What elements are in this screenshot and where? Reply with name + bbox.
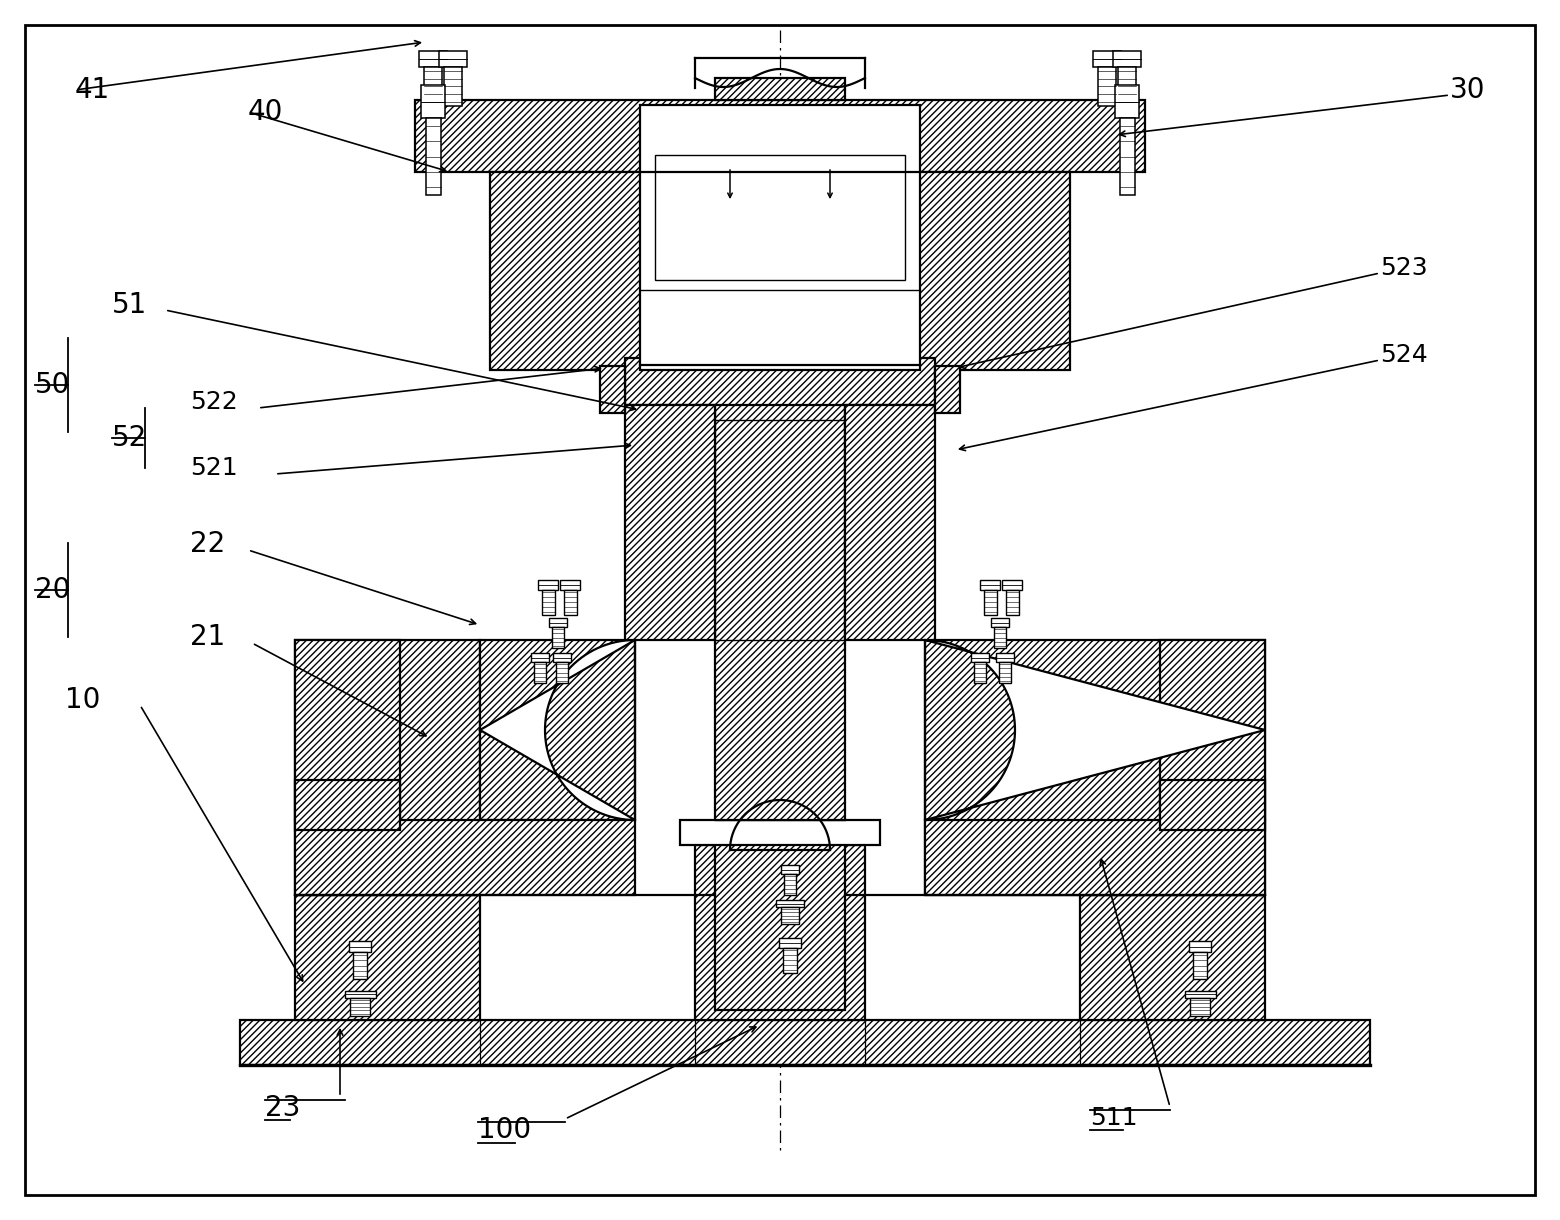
Bar <box>998 662 1011 683</box>
Bar <box>1120 118 1134 195</box>
Bar <box>438 50 466 67</box>
Bar <box>541 590 554 615</box>
Bar <box>530 653 549 662</box>
Polygon shape <box>480 640 635 820</box>
Bar <box>1002 580 1022 590</box>
Bar <box>1184 991 1215 998</box>
Bar <box>775 900 803 908</box>
Bar <box>295 780 399 830</box>
Bar <box>925 820 1265 895</box>
Bar <box>785 874 796 895</box>
Bar <box>420 50 448 67</box>
Text: 23: 23 <box>265 1094 301 1122</box>
Bar <box>626 357 934 405</box>
Text: 21: 21 <box>190 623 225 651</box>
Text: 20: 20 <box>34 576 70 604</box>
Text: 30: 30 <box>1449 76 1485 104</box>
Bar <box>1115 85 1139 118</box>
Bar <box>240 1020 1370 1065</box>
Bar <box>445 67 462 105</box>
Bar <box>424 67 441 105</box>
Bar <box>680 820 880 845</box>
Bar <box>549 619 568 627</box>
Text: 521: 521 <box>190 456 237 479</box>
Bar <box>640 105 920 370</box>
Bar <box>534 662 546 683</box>
Bar <box>655 155 905 281</box>
Bar <box>426 118 440 195</box>
Bar <box>295 640 399 820</box>
Bar <box>783 948 797 972</box>
Text: 524: 524 <box>1381 343 1427 367</box>
Bar <box>995 653 1014 662</box>
Bar <box>552 627 565 648</box>
Bar <box>782 908 799 924</box>
Bar <box>1094 50 1122 67</box>
Bar <box>626 405 714 640</box>
Bar <box>555 662 568 683</box>
Bar <box>1193 953 1207 978</box>
Bar <box>345 991 376 998</box>
Bar <box>925 640 1265 895</box>
Text: 41: 41 <box>75 76 111 104</box>
Text: 10: 10 <box>66 686 100 714</box>
Bar <box>601 366 626 414</box>
Bar <box>1006 590 1019 615</box>
Bar <box>1080 895 1265 1020</box>
Bar <box>295 640 480 895</box>
Text: 52: 52 <box>112 425 147 451</box>
Bar <box>934 366 959 414</box>
Bar <box>1119 67 1136 105</box>
Bar <box>714 390 846 1010</box>
Text: 50: 50 <box>34 371 70 399</box>
Bar <box>714 78 846 100</box>
Bar <box>421 85 445 118</box>
Bar <box>1161 780 1265 830</box>
Bar <box>980 580 1000 590</box>
Bar <box>415 100 1145 172</box>
Bar <box>349 998 370 1015</box>
Bar <box>994 627 1006 648</box>
Bar <box>696 845 864 1020</box>
Bar <box>983 590 997 615</box>
Bar <box>295 895 480 1020</box>
Text: 22: 22 <box>190 529 225 558</box>
Text: 100: 100 <box>477 1116 530 1144</box>
Bar <box>552 653 571 662</box>
Bar <box>991 619 1009 627</box>
Text: 511: 511 <box>1090 1107 1137 1130</box>
Text: 51: 51 <box>112 292 147 318</box>
Bar <box>1112 50 1140 67</box>
Bar <box>538 580 558 590</box>
Polygon shape <box>925 640 1265 820</box>
Bar <box>973 662 986 683</box>
Bar <box>295 820 635 895</box>
Bar <box>560 580 580 590</box>
Bar <box>563 590 577 615</box>
Text: 522: 522 <box>190 390 237 414</box>
Text: 523: 523 <box>1381 256 1427 281</box>
Bar <box>780 865 799 874</box>
Bar <box>490 172 1070 370</box>
Bar <box>1190 998 1211 1015</box>
Bar <box>846 405 934 640</box>
Bar <box>970 653 989 662</box>
Bar <box>1161 640 1265 820</box>
Bar <box>778 937 800 948</box>
Bar <box>349 941 371 953</box>
Bar <box>353 953 367 978</box>
Text: 40: 40 <box>248 98 284 126</box>
Bar <box>1189 941 1211 953</box>
Bar <box>1098 67 1115 105</box>
Bar <box>480 640 635 820</box>
